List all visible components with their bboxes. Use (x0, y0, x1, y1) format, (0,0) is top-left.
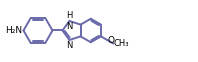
Text: N: N (66, 40, 72, 50)
Text: H₂N: H₂N (6, 26, 23, 35)
Text: N: N (66, 22, 73, 31)
Text: CH₃: CH₃ (114, 39, 129, 48)
Text: H: H (66, 11, 73, 20)
Text: O: O (108, 36, 115, 45)
